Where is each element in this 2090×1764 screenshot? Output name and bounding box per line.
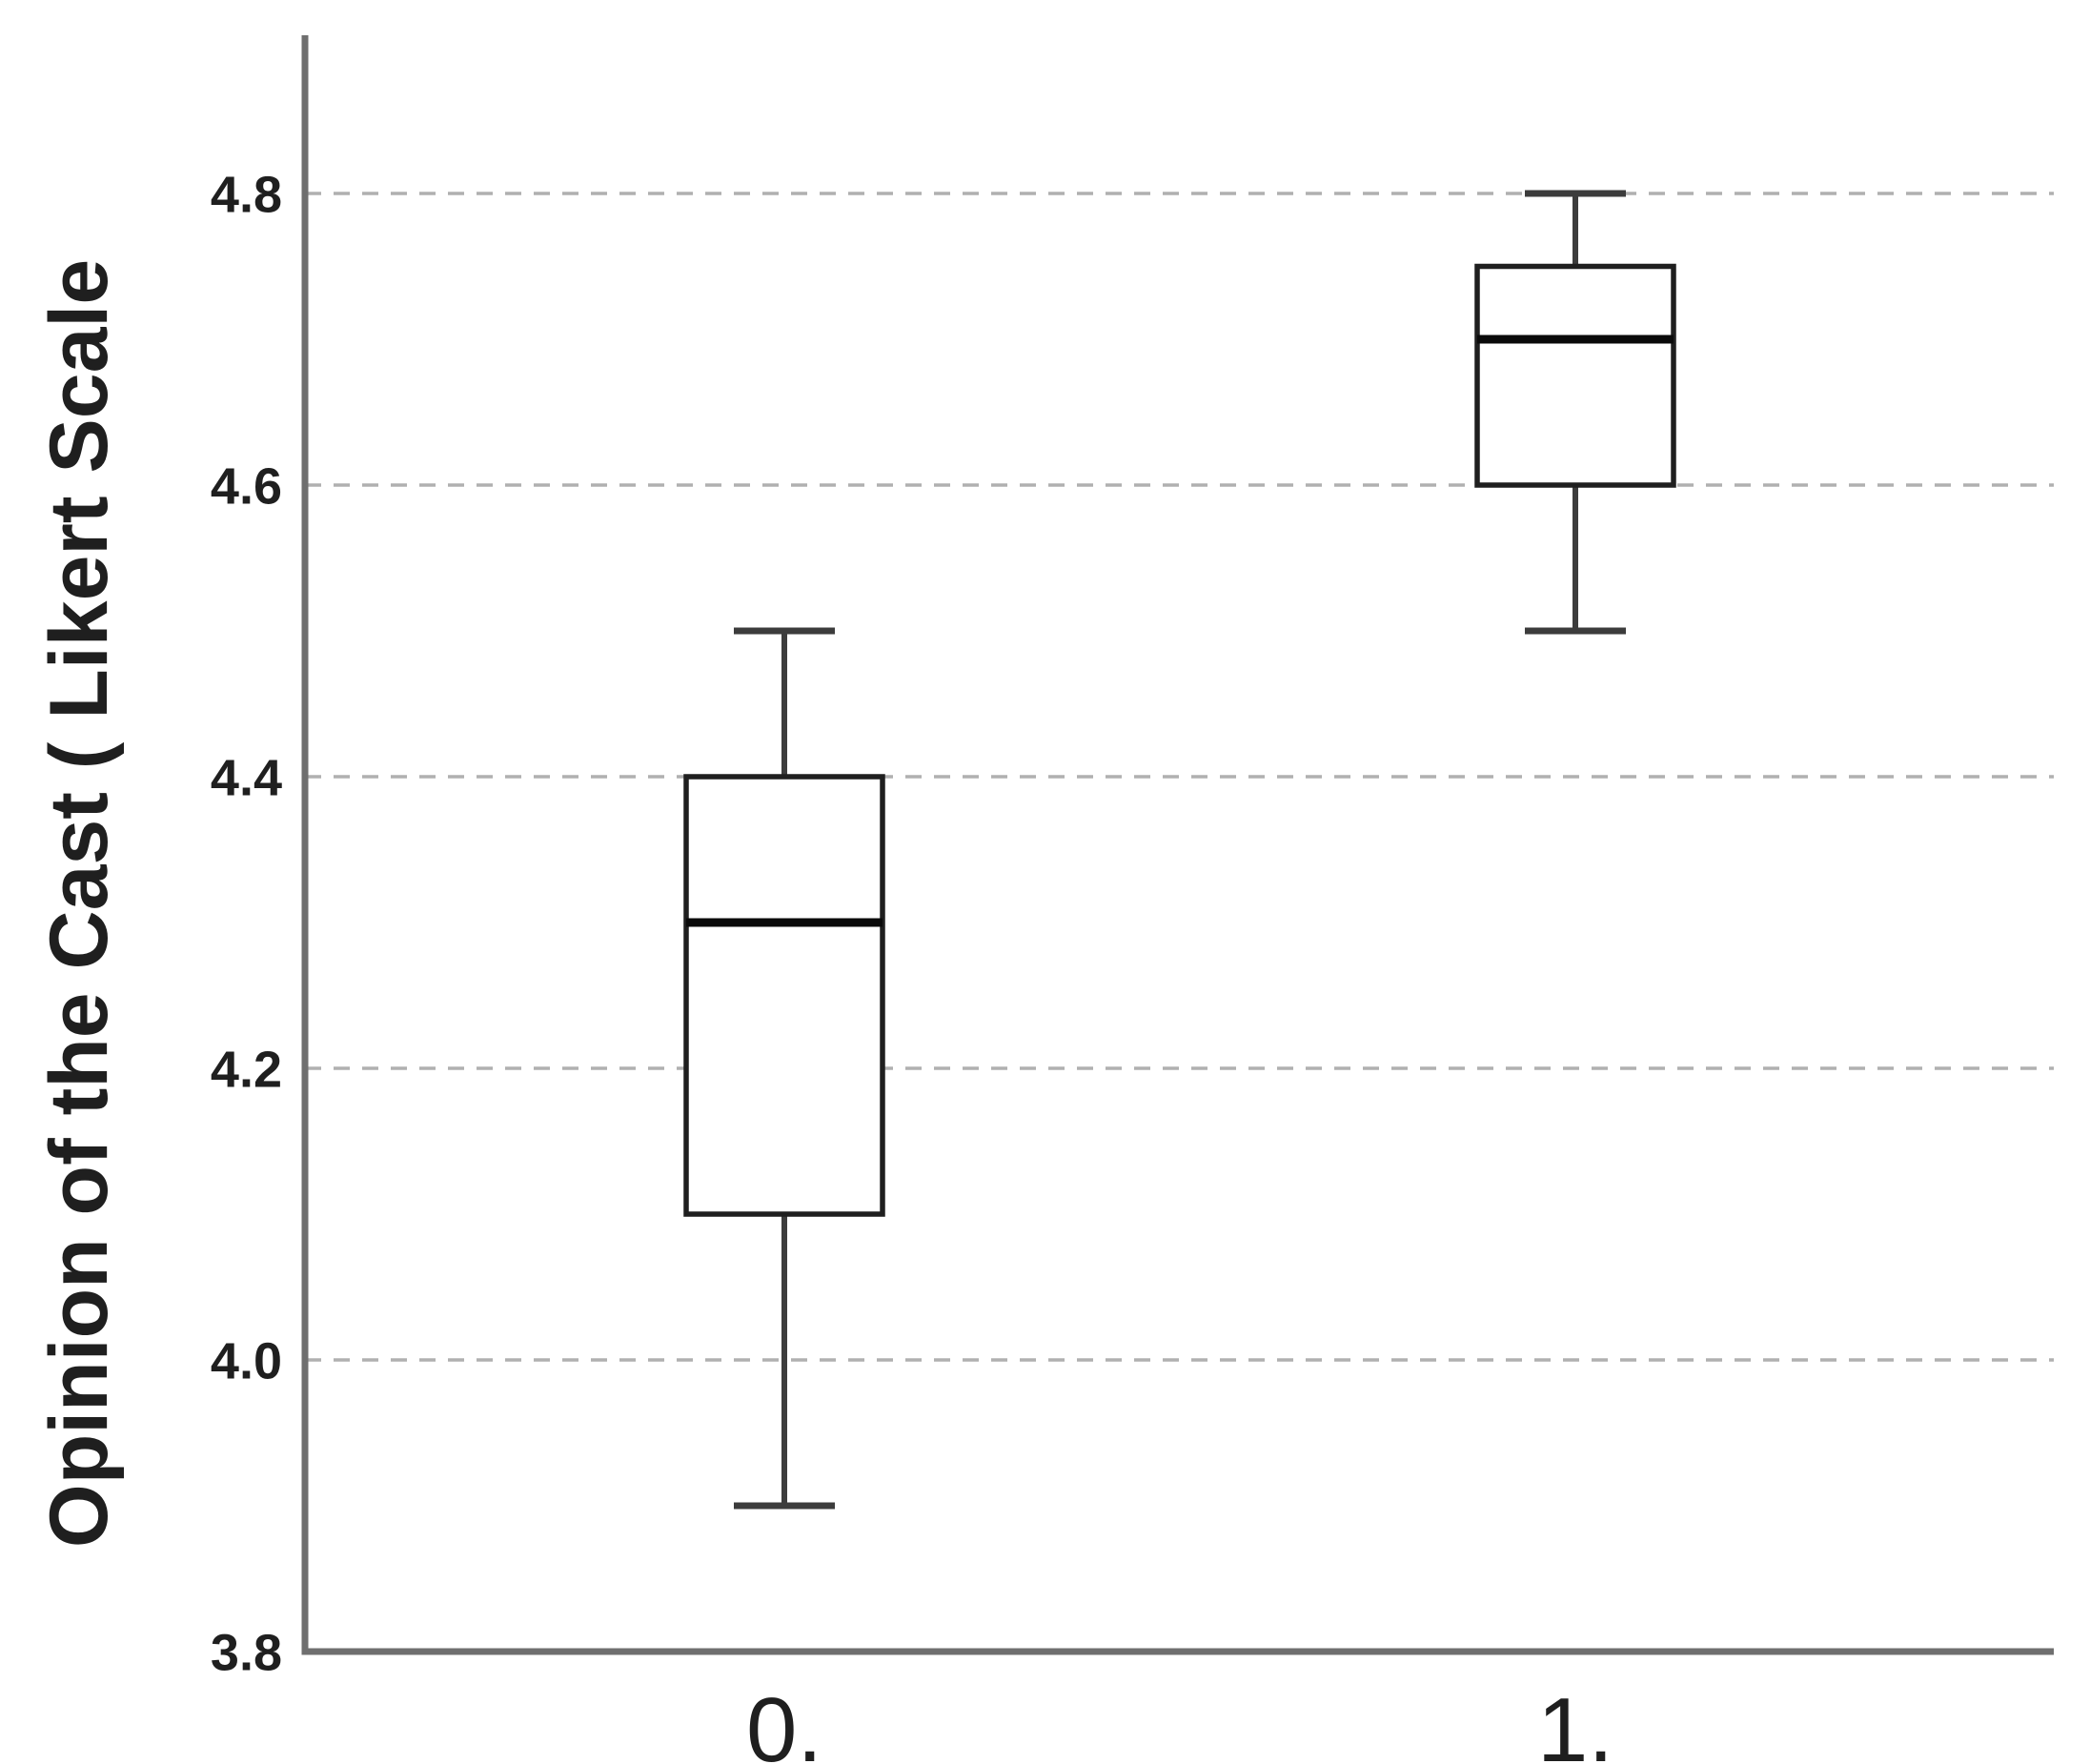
box-0-iqr-rect	[683, 774, 885, 1217]
y-tick-label-3.8: 3.8	[211, 1624, 282, 1681]
y-tick-label-4.6: 4.6	[211, 457, 282, 515]
box-1-iqr-rect	[1474, 263, 1676, 488]
y-axis-title: Opinion of the Cast ( Likert Scale	[33, 259, 125, 1548]
y-tick-label-4.2: 4.2	[211, 1041, 282, 1098]
y-tick-label-4.8: 4.8	[211, 166, 282, 223]
y-tick-label-4.4: 4.4	[211, 749, 282, 806]
x-category-label-1: 1.	[1537, 1679, 1613, 1764]
x-category-label-0: 0.	[746, 1679, 822, 1764]
y-tick-label-4: 4.0	[211, 1332, 282, 1389]
